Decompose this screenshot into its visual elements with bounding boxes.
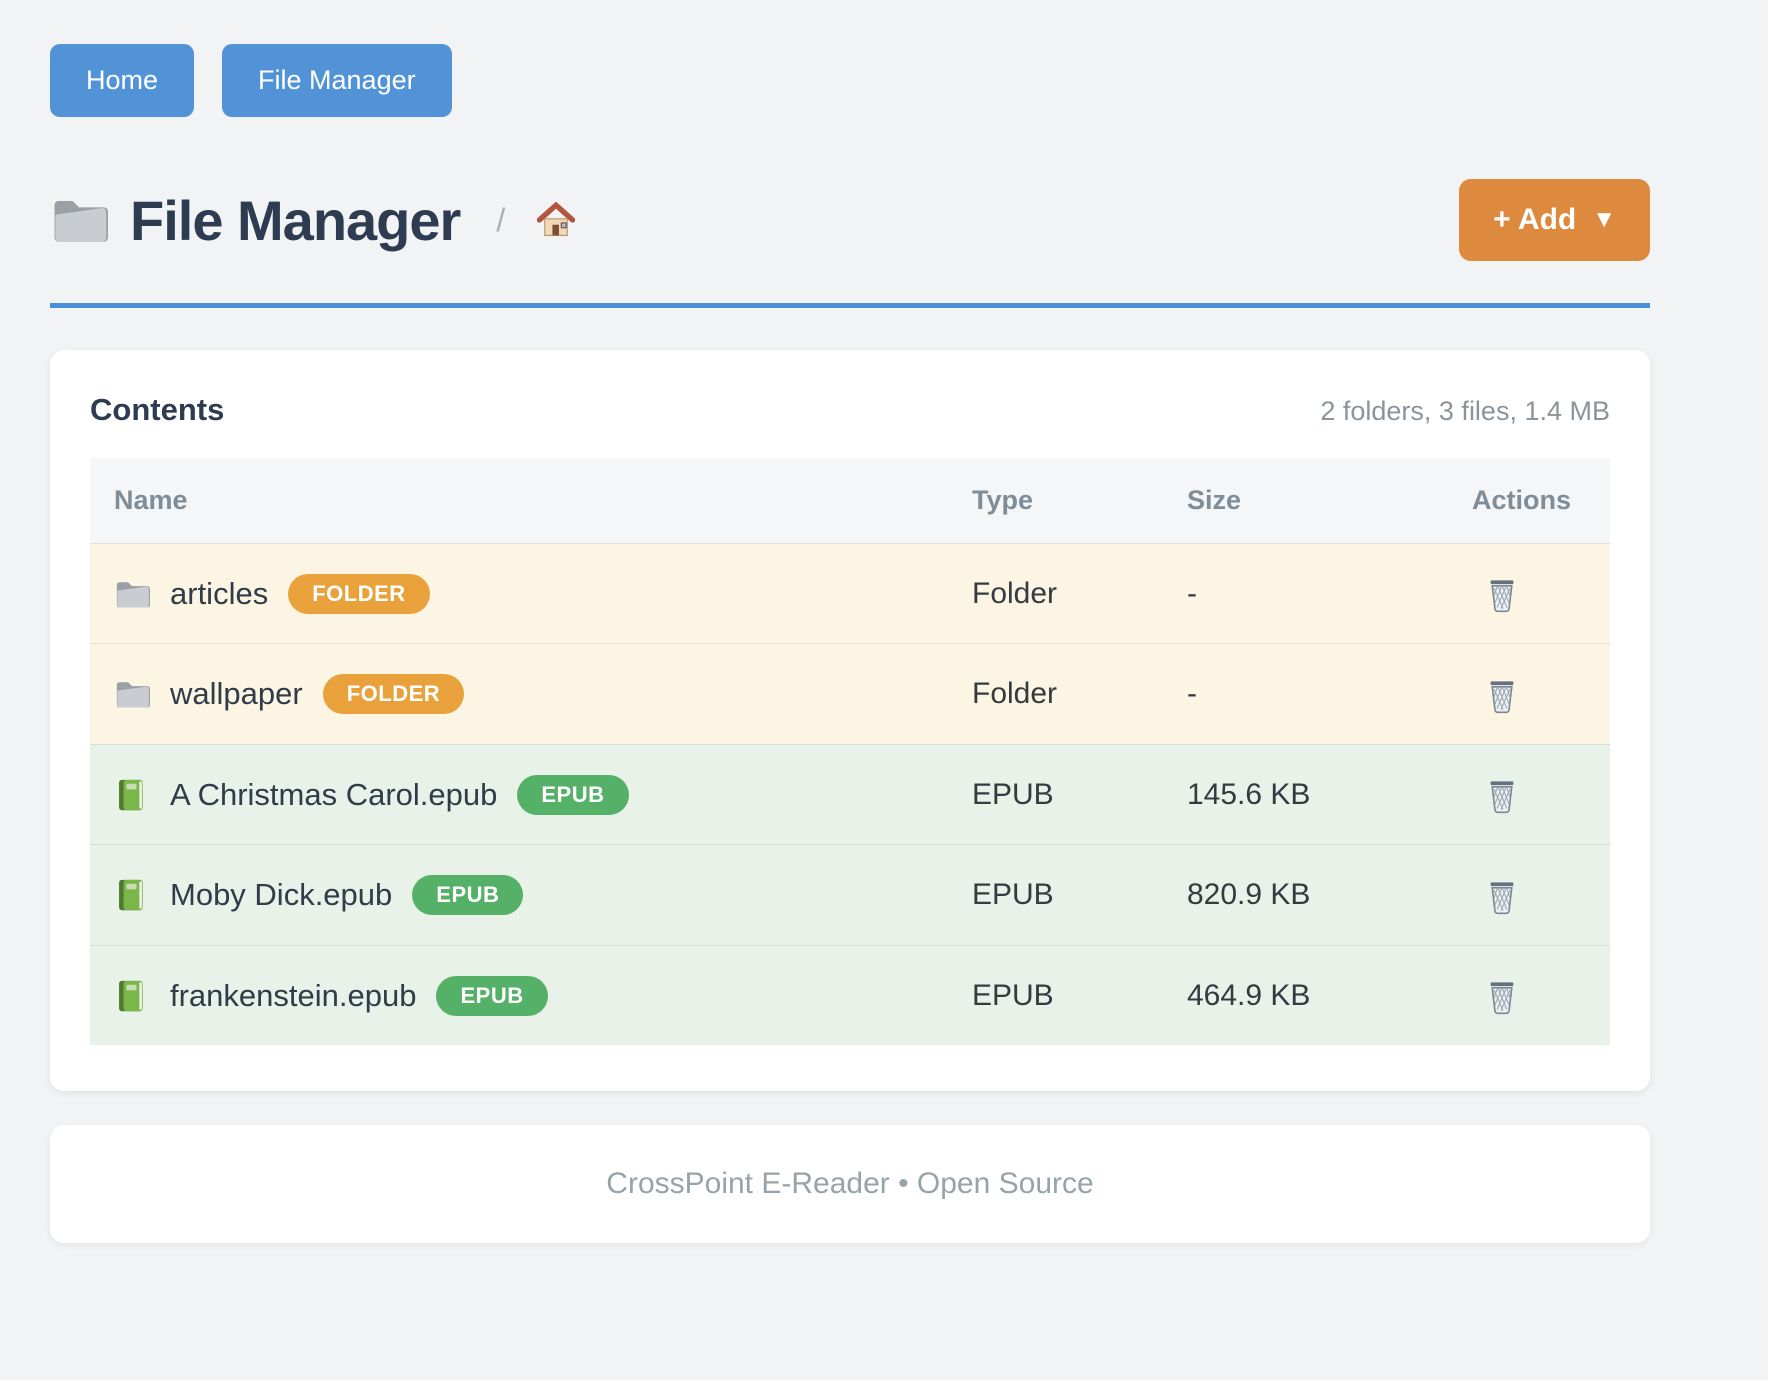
type-badge: FOLDER: [322, 674, 465, 715]
type-badge: EPUB: [412, 875, 524, 916]
delete-button[interactable]: [1484, 677, 1520, 715]
type-cell: Folder: [972, 576, 1058, 610]
footer: CrossPoint E-Reader • Open Source: [50, 1125, 1650, 1244]
file-name: Moby Dick.epub: [170, 877, 393, 913]
file-name: frankenstein.epub: [170, 977, 417, 1013]
page: Home File Manager File Manager / + Add ▼…: [50, 0, 1650, 1244]
contents-summary: 2 folders, 3 files, 1.4 MB: [1320, 396, 1610, 426]
book-icon: [114, 777, 150, 813]
type-badge: EPUB: [436, 975, 548, 1016]
contents-title: Contents: [90, 392, 225, 427]
file-name: wallpaper: [170, 676, 303, 712]
file-table-body: articles FOLDER Folder - wallpaper FOLDE…: [90, 543, 1610, 1046]
name-cell[interactable]: Moby Dick.epub EPUB: [114, 875, 948, 916]
home-button[interactable]: Home: [50, 44, 195, 117]
file-name: A Christmas Carol.epub: [170, 776, 498, 812]
top-nav: Home File Manager: [50, 44, 1650, 117]
table-header-row: Name Type Size Actions: [90, 458, 1610, 544]
table-row: Moby Dick.epub EPUB EPUB 820.9 KB: [90, 844, 1610, 946]
contents-card: Contents 2 folders, 3 files, 1.4 MB Name…: [50, 350, 1650, 1092]
size-cell: -: [1187, 677, 1197, 711]
folder-icon: [114, 576, 150, 612]
type-badge: EPUB: [517, 774, 629, 815]
name-cell[interactable]: articles FOLDER: [114, 573, 948, 614]
delete-button[interactable]: [1484, 777, 1520, 815]
type-cell: EPUB: [972, 777, 1054, 811]
contents-header: Contents 2 folders, 3 files, 1.4 MB: [90, 392, 1610, 428]
folder-icon: [114, 676, 150, 712]
title-group: File Manager /: [50, 188, 575, 253]
book-icon: [114, 978, 150, 1014]
trash-icon: [1484, 978, 1520, 1016]
add-button-label: + Add: [1493, 203, 1577, 236]
name-cell[interactable]: frankenstein.epub EPUB: [114, 975, 948, 1016]
size-cell: 145.6 KB: [1187, 777, 1311, 811]
size-cell: 464.9 KB: [1187, 978, 1311, 1012]
type-cell: EPUB: [972, 978, 1054, 1012]
type-cell: EPUB: [972, 878, 1054, 912]
table-row: A Christmas Carol.epub EPUB EPUB 145.6 K…: [90, 744, 1610, 845]
type-badge: FOLDER: [288, 573, 430, 614]
file-manager-button[interactable]: File Manager: [222, 44, 452, 117]
folder-icon: [50, 191, 108, 249]
delete-button[interactable]: [1484, 878, 1520, 916]
file-name: articles: [170, 575, 269, 611]
size-cell: -: [1187, 576, 1197, 610]
table-row: articles FOLDER Folder -: [90, 543, 1610, 644]
size-cell: 820.9 KB: [1187, 878, 1311, 912]
book-icon: [114, 877, 150, 913]
breadcrumb-separator: /: [496, 201, 506, 238]
delete-button[interactable]: [1484, 576, 1520, 614]
house-icon[interactable]: [537, 201, 575, 239]
column-header-name: Name: [90, 458, 960, 544]
name-cell[interactable]: A Christmas Carol.epub EPUB: [114, 774, 948, 815]
add-button[interactable]: + Add ▼: [1459, 179, 1650, 261]
type-cell: Folder: [972, 677, 1058, 711]
table-row: frankenstein.epub EPUB EPUB 464.9 KB: [90, 945, 1610, 1046]
column-header-size: Size: [1175, 458, 1460, 544]
chevron-down-icon: ▼: [1592, 206, 1616, 233]
file-table: Name Type Size Actions articles FOLDER F…: [90, 458, 1610, 1046]
delete-button[interactable]: [1484, 978, 1520, 1016]
column-header-actions: Actions: [1460, 458, 1610, 544]
column-header-type: Type: [960, 458, 1175, 544]
trash-icon: [1484, 677, 1520, 715]
page-header: File Manager / + Add ▼: [50, 179, 1650, 261]
page-title: File Manager: [130, 188, 461, 252]
footer-text: CrossPoint E-Reader • Open Source: [606, 1167, 1094, 1201]
trash-icon: [1484, 576, 1520, 614]
table-row: wallpaper FOLDER Folder -: [90, 643, 1610, 745]
name-cell[interactable]: wallpaper FOLDER: [114, 674, 948, 715]
trash-icon: [1484, 777, 1520, 815]
title-underline: [50, 303, 1650, 308]
trash-icon: [1484, 878, 1520, 916]
